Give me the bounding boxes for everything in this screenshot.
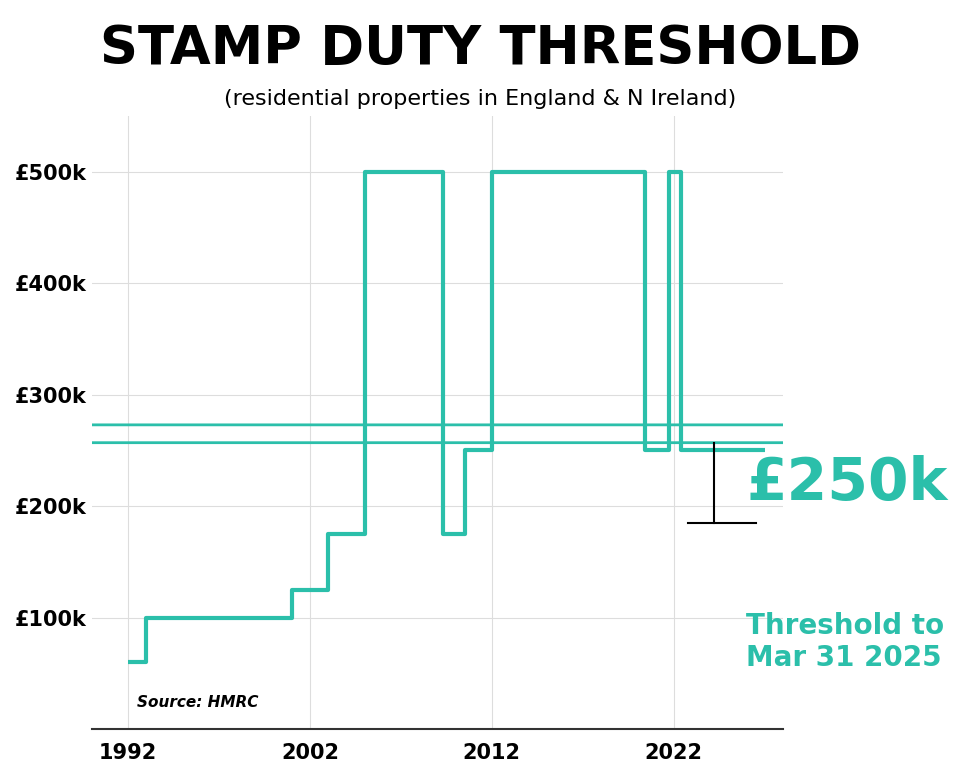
Text: (residential properties in England & N Ireland): (residential properties in England & N I…: [224, 89, 736, 110]
Text: Source: HMRC: Source: HMRC: [137, 695, 259, 710]
Text: £250k: £250k: [747, 455, 948, 512]
Text: Threshold to
Mar 31 2025: Threshold to Mar 31 2025: [747, 612, 945, 672]
Text: STAMP DUTY THRESHOLD: STAMP DUTY THRESHOLD: [100, 23, 860, 75]
